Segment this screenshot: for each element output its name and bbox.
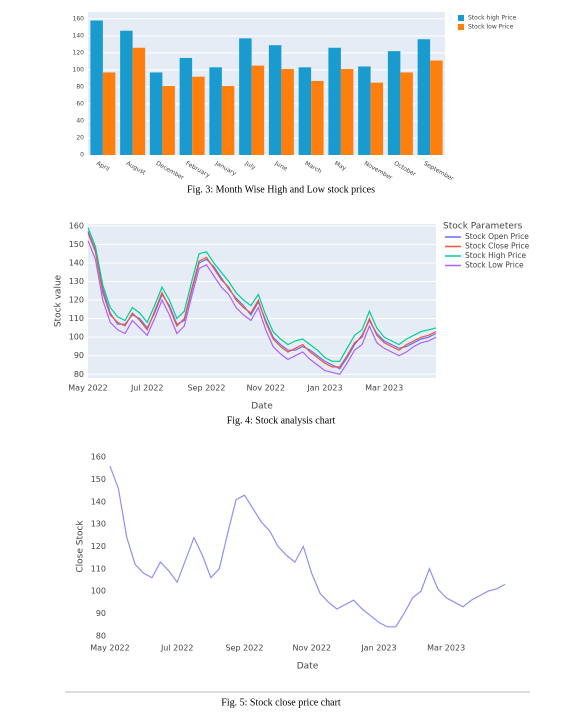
x-tick-label: February [184,160,211,180]
x-tick-label: August [125,160,147,177]
y-axis-label: Stock value [54,274,64,327]
y-tick-label: 150 [91,475,106,484]
y-tick-label: 110 [69,314,84,323]
bar [400,72,413,155]
bar [387,51,401,155]
legend-label: Stock Low Price [465,261,524,270]
series-line [87,233,437,368]
bar [132,47,146,155]
y-tick-label: 100 [91,587,106,596]
legend-swatch [458,24,464,30]
bar [328,47,341,155]
y-tick-label: 130 [69,277,84,286]
legend-label: Stock low Price [468,24,514,31]
y-tick-label: 160 [91,453,106,462]
x-tick-label: Jan 2023 [306,384,342,393]
bar [209,67,222,155]
x-tick-label: March [303,160,323,175]
y-tick-label: 100 [69,333,84,342]
x-tick-label: Mar 2023 [365,384,403,393]
legend-label: Stock High Price [465,251,526,260]
x-tick-label: Sep 2022 [225,644,263,653]
plot-area [88,224,436,378]
bar [251,65,265,155]
x-tick-label: Jul 2022 [130,384,164,393]
y-axis-label: Close Stock [76,520,86,573]
y-tick-label: 100 [73,66,85,73]
x-tick-label: May 2022 [68,384,107,393]
bar [192,76,205,155]
x-tick-label: July [243,159,257,171]
y-tick-label: 80 [74,370,84,379]
y-tick-label: 80 [96,631,106,640]
y-tick-label: 150 [69,240,84,249]
x-tick-label: September [422,160,455,183]
y-tick-label: 90 [74,351,84,360]
y-tick-label: 120 [91,542,106,551]
bar [430,60,443,156]
bar [358,66,371,155]
legend-label: Stock Open Price [465,232,529,241]
y-tick-label: 160 [69,221,84,230]
x-tick-label: Nov 2022 [292,644,331,653]
bar [370,82,384,155]
x-tick-label: January [213,159,237,177]
x-tick-label: May 2022 [90,644,129,653]
y-tick-label: 0 [80,152,84,159]
y-tick-label: 140 [91,497,106,506]
legend-title: Stock Parameters [443,222,523,232]
x-tick-label: April [95,160,111,173]
series-line [109,465,506,628]
y-tick-label: 60 [76,100,84,107]
bar [179,57,193,155]
y-tick-label: 20 [76,134,84,141]
x-tick-label: Sep 2022 [187,384,225,393]
y-tick-label: 90 [96,609,106,618]
y-tick-label: 120 [73,49,85,56]
x-tick-label: Jul 2022 [160,644,194,653]
y-tick-label: 140 [69,258,84,267]
caption: Fig. 3: Month Wise High and Low stock pr… [187,184,375,195]
x-tick-label: October [393,160,418,178]
y-tick-label: 110 [91,564,106,573]
y-tick-label: 40 [76,117,84,124]
x-tick-label: Mar 2023 [427,644,465,653]
x-tick-label: December [155,160,186,182]
bar [221,86,235,155]
bar [298,67,312,155]
bar [417,39,431,155]
bar [102,72,116,155]
plot-area [110,455,505,638]
bar [340,69,354,155]
bar [239,38,252,156]
bar [90,20,103,156]
x-tick-label: November [363,160,394,182]
x-tick-label: Nov 2022 [246,384,285,393]
x-axis-label: Date [297,662,319,672]
x-tick-label: Jan 2023 [360,644,396,653]
series-line [87,240,437,375]
caption: Fig. 5: Stock close price chart [221,697,341,708]
y-tick-label: 80 [76,83,84,90]
caption: Fig. 4: Stock analysis chart [227,415,336,426]
legend-label: Stock Close Price [465,242,530,251]
bar [149,72,163,155]
y-tick-label: 140 [73,32,85,39]
series-line [87,227,437,362]
bar [268,45,282,156]
bar [120,30,133,156]
bar [281,69,294,155]
y-tick-label: 130 [91,520,106,529]
legend-swatch [458,15,464,21]
y-tick-label: 160 [73,15,85,22]
bar [162,86,175,155]
x-axis-label: Date [251,402,273,412]
x-tick-label: June [273,159,289,172]
bar [311,80,324,155]
y-tick-label: 120 [69,296,84,305]
x-tick-label: May [333,160,348,172]
legend-label: Stock high Price [468,15,516,22]
